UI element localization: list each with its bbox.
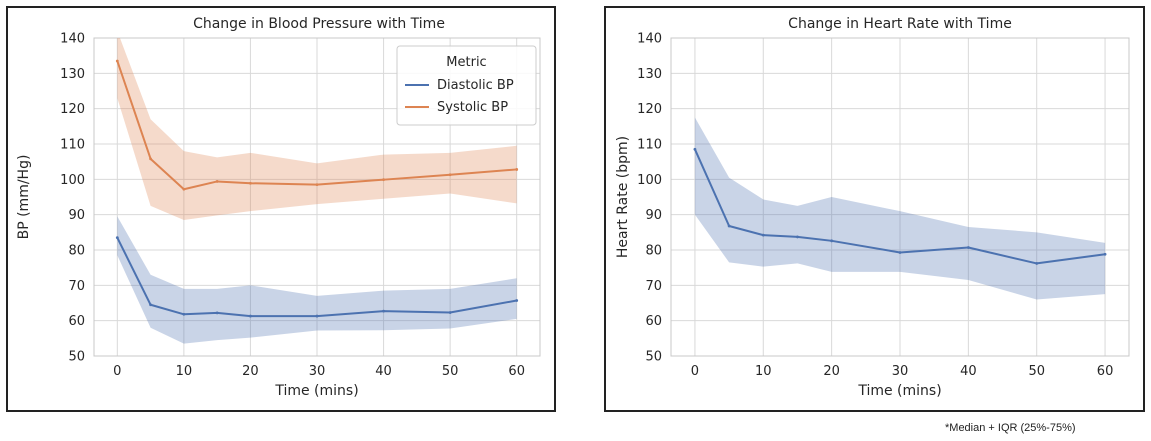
chart-title: Change in Heart Rate with Time xyxy=(788,16,1012,32)
y-tick-label: 60 xyxy=(68,314,85,329)
legend-label: Systolic BP xyxy=(437,100,508,115)
x-tick-label: 60 xyxy=(1097,364,1114,379)
diastolic-bp-point xyxy=(382,309,385,313)
x-tick-label: 40 xyxy=(960,364,977,379)
x-axis-label: Time (mins) xyxy=(857,383,941,399)
y-axis-label: Heart Rate (bpm) xyxy=(615,136,631,258)
systolic-bp-point xyxy=(149,157,152,161)
x-tick-label: 20 xyxy=(242,364,259,379)
y-tick-label: 80 xyxy=(68,244,85,259)
y-tick-label: 140 xyxy=(637,32,662,47)
x-tick-label: 0 xyxy=(113,364,121,379)
x-tick-label: 60 xyxy=(508,364,525,379)
hr-chart-panel: Change in Heart Rate with Time 50 60 70 80 90… xyxy=(604,6,1145,412)
series-0-point xyxy=(1035,262,1039,265)
systolic-bp-point xyxy=(382,178,385,182)
x-axis-label: Time (mins) xyxy=(274,383,358,399)
diastolic-bp-point xyxy=(249,314,252,318)
y-tick-label: 100 xyxy=(637,173,662,188)
hr-chart: Change in Heart Rate with Time 50 60 70 80 90… xyxy=(615,16,1130,399)
diastolic-bp-point xyxy=(515,299,519,302)
y-tick-label: 130 xyxy=(60,67,85,82)
x-tick-label: 10 xyxy=(176,364,193,379)
diastolic-bp-point xyxy=(149,303,152,307)
series-0-point xyxy=(761,233,765,237)
series-0-point xyxy=(1103,252,1107,256)
y-tick-label: 80 xyxy=(645,244,662,259)
plot-frame xyxy=(670,37,1130,357)
legend-label: Diastolic BP xyxy=(437,78,514,93)
series-0-point xyxy=(830,239,834,243)
y-tick-label: 120 xyxy=(60,102,85,117)
y-tick-label: 130 xyxy=(637,67,662,82)
systolic-bp-iqr-band xyxy=(117,38,517,220)
diastolic-bp-point xyxy=(315,314,319,318)
y-tick-label: 110 xyxy=(637,138,662,153)
y-tick-label: 50 xyxy=(645,350,662,365)
series-0-point xyxy=(693,147,697,151)
y-tick-label: 110 xyxy=(60,138,85,153)
diastolic-bp-point xyxy=(115,236,119,240)
y-axis-label: BP (mm/Hg) xyxy=(16,155,32,240)
chart-title: Change in Blood Pressure with Time xyxy=(193,16,445,32)
y-tick-label: 60 xyxy=(645,314,662,329)
series-0-point xyxy=(727,224,731,228)
series-0-iqr-band xyxy=(694,117,1106,300)
diastolic-bp-point xyxy=(182,312,186,316)
systolic-bp-point xyxy=(315,183,319,187)
y-tick-label: 140 xyxy=(60,32,85,47)
bp-chart: Change in Blood Pressure with Time 50 60 70… xyxy=(16,16,541,399)
plot-frame xyxy=(93,37,541,357)
y-tick-label: 90 xyxy=(68,208,85,223)
y-tick-label: 90 xyxy=(645,208,662,223)
x-tick-label: 50 xyxy=(442,364,459,379)
y-tick-label: 120 xyxy=(637,102,662,117)
y-tick-label: 70 xyxy=(645,279,662,294)
y-tick-label: 100 xyxy=(60,173,85,188)
systolic-bp-point xyxy=(115,59,119,63)
series-0-point xyxy=(796,235,799,239)
legend-title: Metric xyxy=(446,55,486,70)
x-tick-label: 0 xyxy=(691,364,699,379)
x-tick-label: 40 xyxy=(375,364,392,379)
x-tick-label: 50 xyxy=(1028,364,1045,379)
diastolic-bp-point xyxy=(215,311,219,315)
systolic-bp-point xyxy=(215,180,219,183)
x-tick-label: 20 xyxy=(823,364,840,379)
y-tick-label: 50 xyxy=(68,350,85,365)
systolic-bp-point xyxy=(515,168,519,171)
x-tick-label: 30 xyxy=(892,364,909,379)
series-0-point xyxy=(898,251,902,254)
x-tick-label: 30 xyxy=(309,364,326,379)
footnote: *Median + IQR (25%-75%) xyxy=(945,422,1076,434)
series-0-point xyxy=(966,246,970,249)
diastolic-bp-point xyxy=(448,311,452,314)
y-tick-label: 70 xyxy=(68,279,85,294)
systolic-bp-point xyxy=(249,181,252,185)
x-tick-label: 10 xyxy=(755,364,772,379)
bp-chart-panel: Change in Blood Pressure with Time 50 60 70… xyxy=(6,6,556,412)
legend-box xyxy=(396,45,537,126)
systolic-bp-point xyxy=(182,187,186,191)
systolic-bp-point xyxy=(448,173,452,177)
